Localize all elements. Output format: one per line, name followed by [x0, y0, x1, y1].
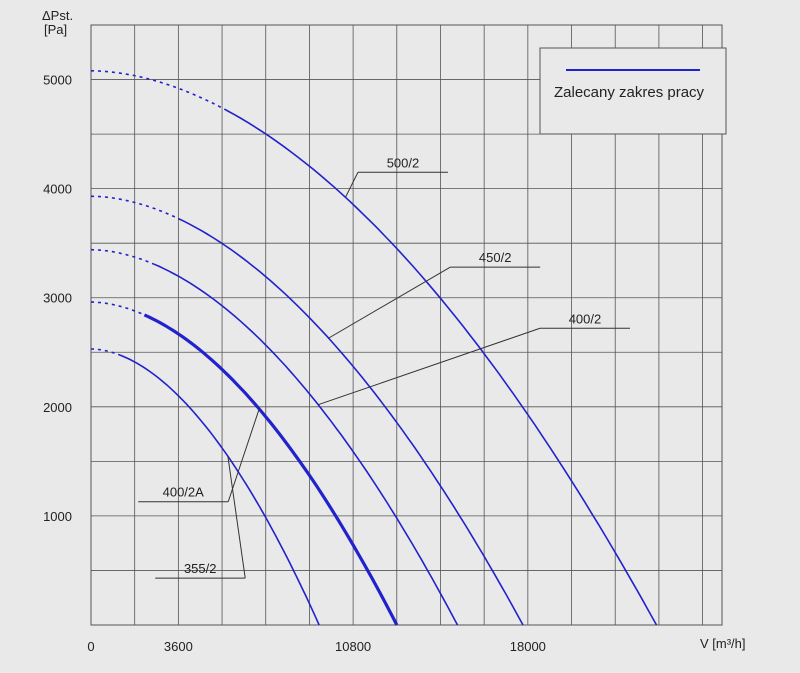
leader-line — [328, 266, 451, 339]
curve-355/2 — [119, 354, 320, 626]
curve-label: 500/2 — [387, 155, 420, 170]
curve-label: 450/2 — [479, 250, 512, 265]
curve-label: 355/2 — [184, 561, 217, 576]
y-tick-label: 2000 — [43, 400, 72, 415]
curve-450/2 — [178, 217, 524, 626]
y-tick-label: 1000 — [43, 509, 72, 524]
curve-400/2 — [153, 263, 459, 626]
legend: Zalecany zakres pracy — [539, 47, 727, 135]
curve-500/2-extended — [91, 70, 228, 112]
legend-label: Zalecany zakres pracy — [554, 84, 705, 101]
x-tick-label: 0 — [87, 639, 94, 654]
y-axis-label-symbol: ΔPst. — [42, 8, 73, 23]
y-tick-label: 4000 — [43, 182, 72, 197]
curve-450/2-extended — [91, 195, 179, 220]
leader-line — [345, 172, 359, 198]
leader-line — [227, 456, 246, 579]
curve-label: 400/2 — [569, 311, 602, 326]
x-tick-label: 18000 — [510, 639, 546, 654]
y-tick-label: 3000 — [43, 291, 72, 306]
y-tick-label: 5000 — [43, 73, 72, 88]
x-tick-label: 3600 — [164, 639, 193, 654]
leader-line — [318, 327, 541, 406]
curves — [91, 70, 658, 626]
curve-400/2A-extended — [91, 301, 145, 316]
curve-500/2 — [226, 109, 658, 626]
curve-labels: 500/2 450/2 400/2 400/2A 355/2 — [138, 155, 630, 579]
legend-box — [539, 47, 727, 135]
leader-line — [227, 408, 260, 502]
x-tick-label: 10800 — [335, 639, 371, 654]
curve-400/2A — [143, 313, 399, 626]
curve-355/2-extended — [91, 348, 121, 356]
plot-frame — [90, 24, 723, 626]
y-axis-label-unit: [Pa] — [44, 22, 67, 37]
curve-400/2-extended — [91, 248, 155, 265]
axis-ticks: 0 3600 10800 18000 1000 2000 3000 4000 5000 — [43, 73, 546, 654]
x-axis-label: V [m³/h] — [700, 636, 746, 651]
curve-label: 400/2A — [163, 485, 205, 500]
